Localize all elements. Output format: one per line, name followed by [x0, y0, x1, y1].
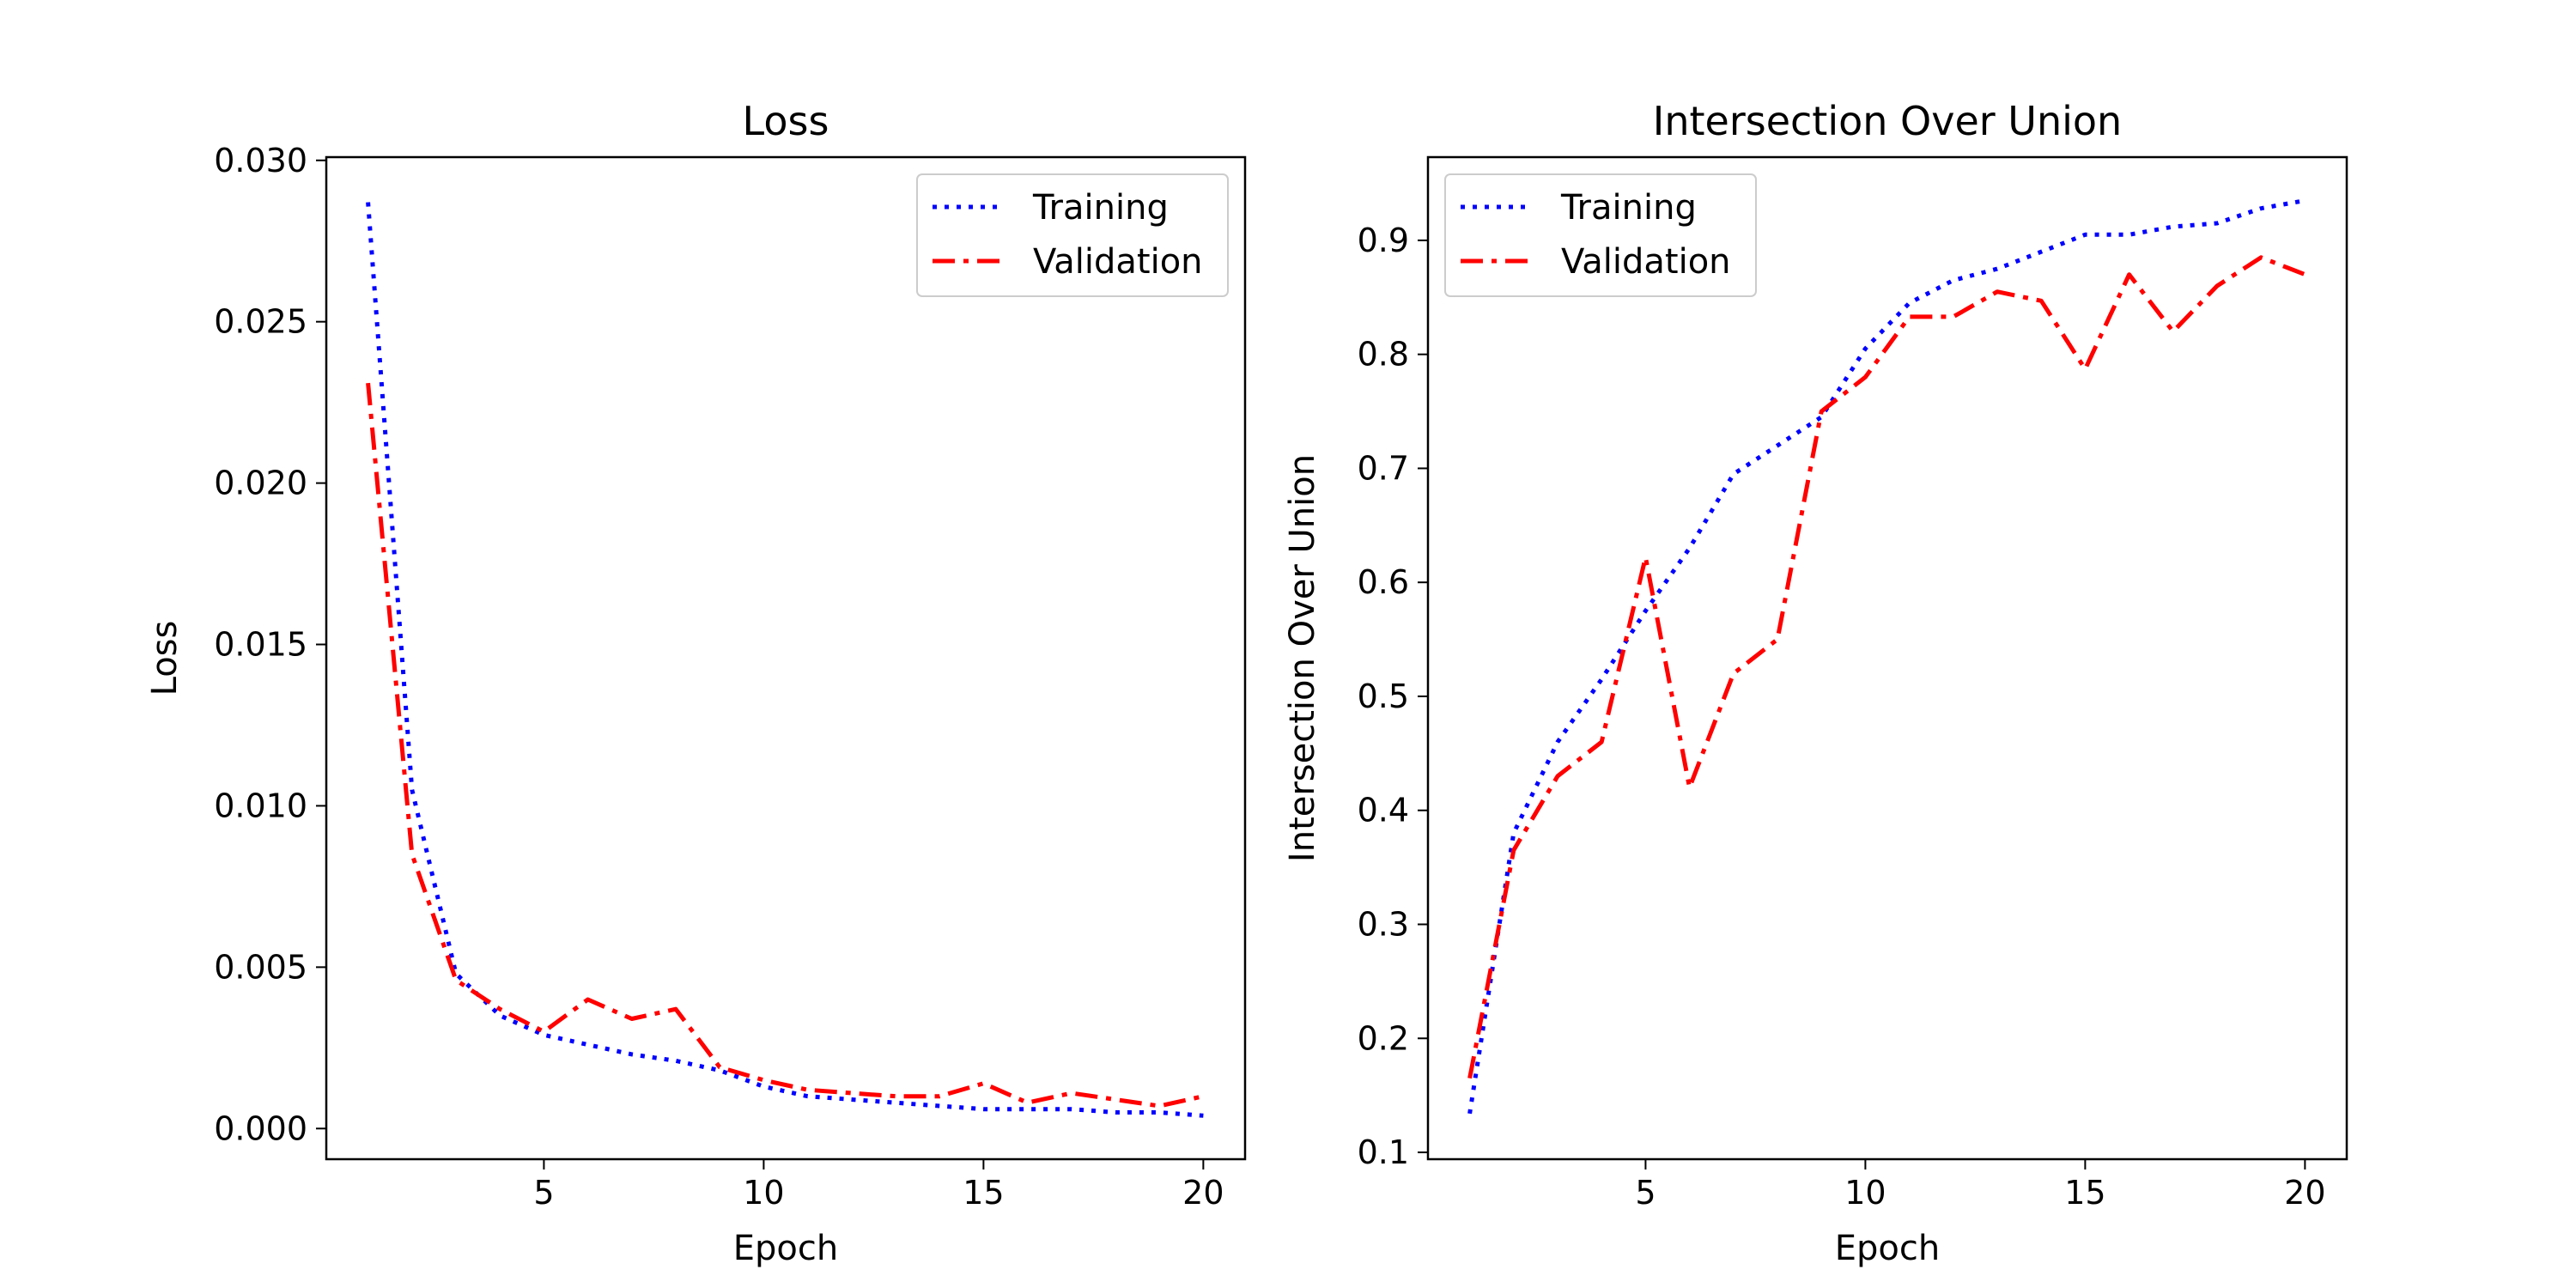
y-axis-label: Intersection Over Union	[1283, 454, 1322, 862]
x-axis-label: Epoch	[1835, 1229, 1940, 1268]
iou-chart: Intersection Over Union 5 10 15 20 0.1 0.2 0.3 0…	[1283, 98, 2348, 1268]
x-tick-label: 10	[1844, 1174, 1886, 1212]
series-line-validation	[1467, 255, 2306, 1079]
chart-title: Intersection Over Union	[1653, 98, 2122, 144]
x-tick-label: 5	[1635, 1174, 1656, 1212]
x-tick-label: 20	[2284, 1174, 2325, 1212]
plot-frame	[1426, 155, 2348, 1161]
y-tick-label: 0.020	[214, 465, 307, 502]
series-line-validation	[366, 382, 1204, 1109]
legend-label-training: Training	[1560, 188, 1697, 228]
legend-label-validation: Validation	[1561, 242, 1731, 282]
y-tick-label: 0.1	[1358, 1133, 1409, 1171]
y-tick-label: 0.6	[1358, 563, 1409, 601]
y-tick-label: 0.030	[214, 142, 307, 179]
x-tick-label: 15	[2064, 1174, 2105, 1212]
x-tick-label: 5	[533, 1174, 554, 1212]
legend-label-training: Training	[1032, 188, 1169, 228]
legend: Training Validation	[1444, 173, 1757, 297]
y-tick-label: 0.3	[1358, 906, 1409, 944]
x-tick-label: 15	[963, 1174, 1004, 1212]
chart-title: Loss	[743, 98, 829, 144]
y-tick-label: 0.015	[214, 626, 307, 664]
y-tick-label: 0.000	[214, 1109, 307, 1147]
legend-label-validation: Validation	[1033, 242, 1203, 282]
y-axis-label: Loss	[145, 621, 185, 696]
y-tick-label: 0.7	[1358, 449, 1409, 487]
y-tick-label: 0.025	[214, 303, 307, 341]
plot-frame	[325, 155, 1247, 1161]
x-axis-label: Epoch	[733, 1229, 838, 1268]
x-tick-label: 10	[743, 1174, 784, 1212]
y-tick-label: 0.9	[1358, 222, 1409, 259]
legend: Training Validation	[916, 173, 1229, 297]
y-tick-label: 0.2	[1358, 1019, 1409, 1057]
y-tick-label: 0.5	[1358, 677, 1409, 715]
y-tick-label: 0.8	[1358, 336, 1409, 374]
x-tick-label: 20	[1182, 1174, 1224, 1212]
loss-chart: Loss 5 10 15 20 0.000 0.005 0.010 0.015 0.020 0.02…	[145, 98, 1247, 1268]
y-tick-label: 0.005	[214, 948, 307, 986]
y-tick-label: 0.4	[1358, 792, 1409, 829]
y-tick-label: 0.010	[214, 787, 307, 824]
